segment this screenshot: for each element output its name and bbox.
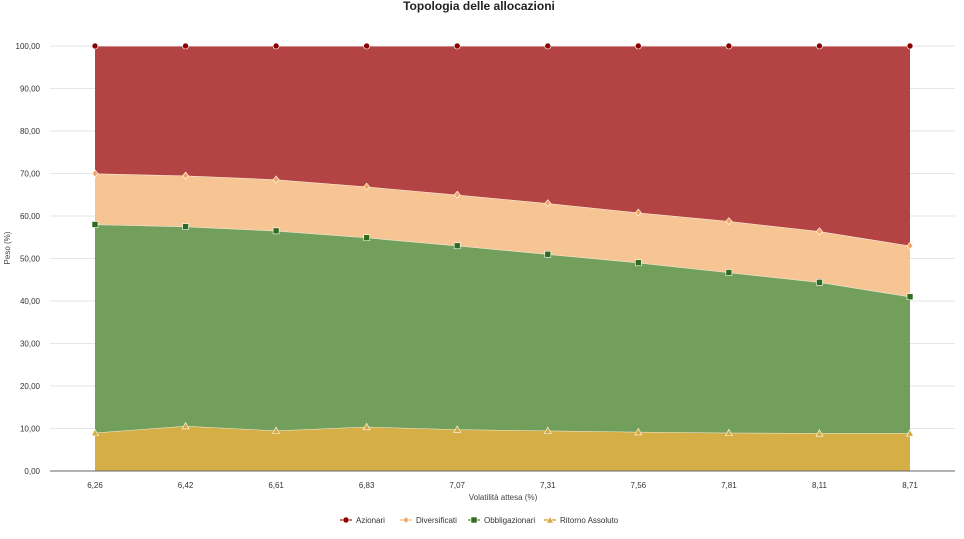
x-tick-label: 8,11 [812,481,828,490]
data-point [181,421,190,430]
data-point [91,221,99,228]
data-point [543,426,552,434]
x-tick-label: 7,56 [631,481,647,490]
y-tick-label: 70,00 [20,170,41,179]
data-point [816,42,823,50]
chart-title: Topologia delle allocazioni [403,0,555,13]
y-axis-label: Peso (%) [3,231,12,264]
area-obbligazionari [95,224,910,434]
area-diversificati [95,173,910,297]
legend-item: Azionari [340,516,385,525]
data-point [634,427,643,436]
data-point [182,171,189,180]
data-point [363,234,370,241]
data-point [363,42,370,50]
data-point [453,425,462,433]
legend-label: Obbligazionari [484,516,535,525]
data-point [182,42,189,50]
data-point [90,428,100,437]
legend: Azionari Diversificati Obbligazionari Ritor… [340,515,619,525]
area-azionari [95,46,910,246]
data-point [725,42,733,50]
data-point [906,241,914,250]
data-point [362,422,371,431]
data-point [635,259,642,267]
y-tick-label: 90,00 [20,85,41,94]
data-point [635,42,642,50]
data-point [272,227,280,235]
x-tick-label: 6,83 [359,481,375,490]
data-point [544,199,552,208]
data-point [725,269,733,276]
y-tick-label: 40,00 [20,297,41,306]
x-tick-label: 8,71 [902,481,918,490]
x-tick-label: 7,31 [540,481,556,490]
legend-marker [545,515,555,524]
axis-layer: 0,00 10,00 20,00 30,00 40,00 50,00 60,00 70,00 8… [16,42,955,490]
data-point [906,42,914,50]
data-point [905,429,915,437]
data-point [363,182,371,191]
area-layer [94,45,911,471]
legend-marker [342,516,350,524]
data-point [453,242,461,250]
data-point [725,217,733,226]
data-point [272,42,280,50]
legend-item: Ritorno Assoluto [544,515,619,525]
y-tick-label: 50,00 [20,255,41,264]
legend-marker [470,516,478,524]
legend-marker [402,516,410,524]
x-tick-label: 7,07 [449,481,465,490]
y-tick-label: 80,00 [20,127,41,136]
legend-label: Ritorno Assoluto [560,516,619,525]
data-point [906,293,914,301]
y-tick-label: 0,00 [24,467,40,476]
x-tick-label: 6,61 [268,481,284,490]
y-tick-label: 100,00 [16,42,41,51]
x-tick-label: 6,26 [87,481,103,490]
data-point [815,429,824,437]
x-tick-label: 6,42 [178,481,194,490]
legend-label: Diversificati [416,516,457,525]
data-point [272,426,281,434]
data-point [634,208,642,217]
legend-label: Azionari [356,516,385,525]
y-tick-label: 60,00 [20,212,41,221]
y-tick-label: 20,00 [20,382,41,391]
x-axis-label: Volatilità attesa (%) [469,493,538,502]
data-point [453,42,461,50]
data-point [91,42,99,50]
data-point [544,42,552,50]
data-point [91,169,99,178]
legend-item: Obbligazionari [468,516,535,525]
marker-layer [90,42,915,437]
data-point [544,250,552,258]
data-point [816,227,823,236]
legend-item: Diversificati [400,516,457,525]
data-point [453,190,461,199]
area-ritorno-assoluto [95,425,910,471]
data-point [182,223,189,230]
data-point [724,428,733,437]
y-tick-label: 30,00 [20,340,41,349]
data-point [816,278,823,286]
y-tick-label: 10,00 [20,425,41,434]
data-point [272,175,280,184]
x-tick-label: 7,81 [721,481,737,490]
